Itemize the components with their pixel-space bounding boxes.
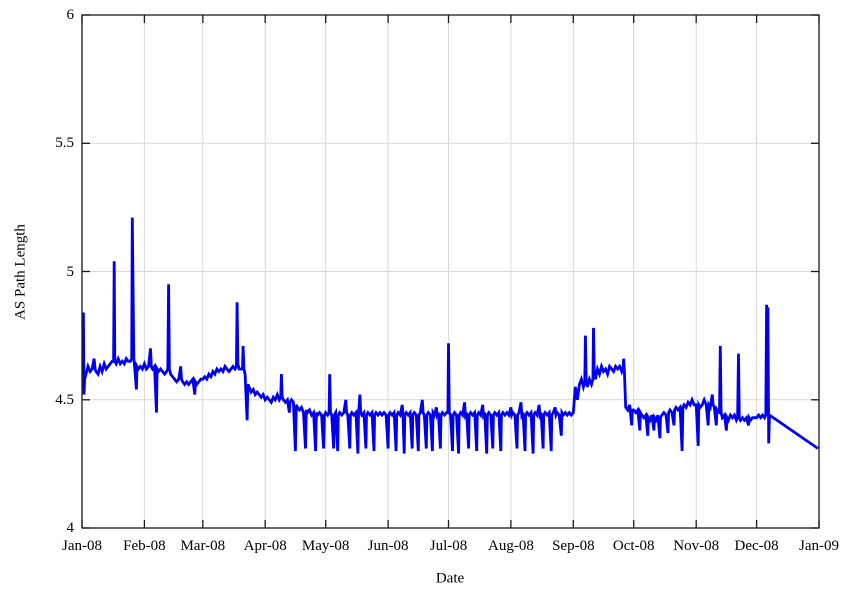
x-tick-label: Jun-08	[367, 538, 409, 554]
y-tick-label: 5	[66, 263, 75, 280]
x-axis-label: Date	[435, 570, 465, 587]
x-tick-label: Apr-08	[243, 538, 287, 554]
y-tick-label: 4	[66, 520, 75, 536]
x-tick-label: Aug-08	[487, 538, 534, 554]
x-tick-label: Feb-08	[123, 538, 166, 554]
x-tick-label: Dec-08	[734, 538, 779, 554]
x-tick-label: Nov-08	[673, 538, 720, 554]
x-tick-label: Oct-08	[612, 538, 655, 554]
y-tick-label: 6	[66, 7, 75, 23]
x-tick-label: Jan-08	[62, 538, 102, 554]
y-tick-label: 4.5	[55, 391, 74, 408]
y-tick-label: 5.5	[55, 135, 74, 152]
x-tick-label: May-08	[301, 538, 350, 554]
x-tick-label: Jul-08	[429, 538, 468, 554]
x-tick-label: Jan-09	[799, 538, 839, 554]
x-tick-label: Mar-08	[180, 538, 226, 554]
x-tick-label: Sep-08	[552, 538, 595, 554]
as-path-length-line	[82, 217, 819, 454]
